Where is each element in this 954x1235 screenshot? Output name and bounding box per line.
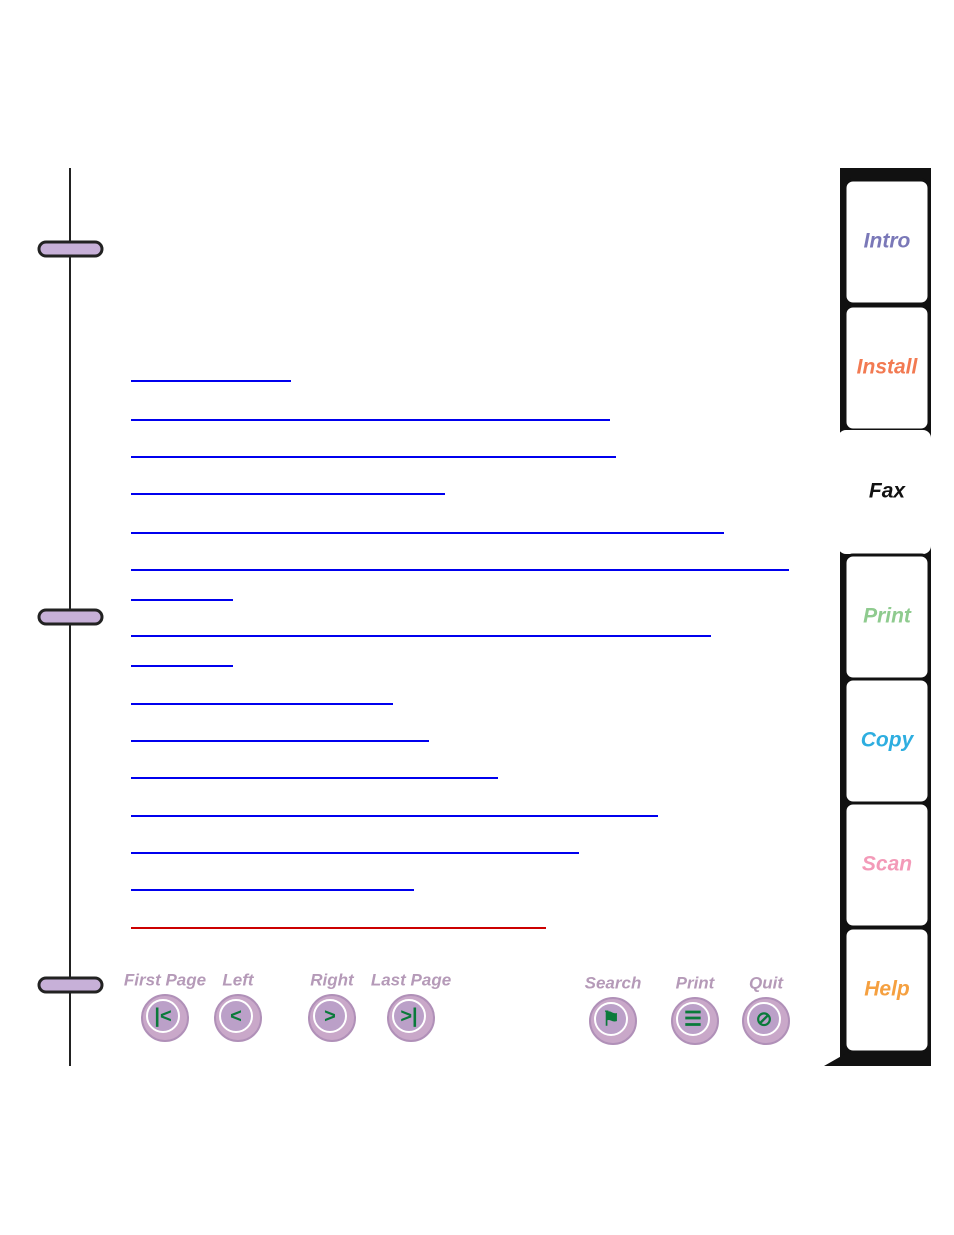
button-face [594, 1002, 628, 1036]
button-icon: ☰ [684, 1008, 702, 1030]
button-label: Print [676, 973, 716, 992]
button-icon: ⊘ [756, 1008, 773, 1030]
tab-label[interactable]: Print [863, 605, 912, 628]
nav-button[interactable]: Search ⚑ [585, 973, 642, 1045]
button-icon: ⚑ [602, 1008, 620, 1030]
tab[interactable]: Fax [838, 430, 931, 554]
nav-button[interactable]: Right > [308, 970, 356, 1042]
button-icon: >| [400, 1005, 417, 1027]
tab-label[interactable]: Intro [864, 230, 911, 253]
button-label: Search [585, 973, 642, 992]
button-label: Quit [749, 973, 784, 992]
binder-rings [37, 240, 104, 994]
tab[interactable]: Intro [843, 178, 931, 306]
tab-label[interactable]: Scan [862, 853, 912, 876]
tab-label[interactable]: Help [864, 978, 910, 1001]
tab[interactable]: Scan [843, 801, 931, 929]
button-icon: > [324, 1005, 336, 1027]
button-face [392, 999, 426, 1033]
tab[interactable]: Help [843, 926, 931, 1054]
button-label: First Page [124, 970, 206, 989]
tab[interactable]: Install [843, 304, 931, 432]
button-icon: < [230, 1005, 242, 1027]
nav-button[interactable]: First Page |< [124, 970, 206, 1042]
tab-label[interactable]: Copy [861, 729, 915, 752]
button-face [146, 999, 180, 1033]
button-icon: |< [154, 1005, 171, 1027]
tab-label[interactable]: Install [857, 356, 919, 379]
tab-label[interactable]: Fax [869, 480, 907, 503]
link-list [131, 380, 789, 929]
button-label: Right [310, 970, 355, 989]
button-label: Last Page [371, 970, 451, 989]
button-face [676, 1002, 710, 1036]
tab[interactable]: Print [843, 553, 931, 681]
nav-button[interactable]: Last Page >| [371, 970, 451, 1042]
nav-button[interactable]: Quit ⊘ [742, 973, 790, 1045]
nav-button[interactable]: Print ☰ [671, 973, 719, 1045]
button-face [747, 1002, 781, 1036]
button-face [313, 999, 347, 1033]
navigation-bar: First Page |< Left < Right > Last Page >| Search… [124, 970, 790, 1045]
tab-shape [843, 178, 931, 306]
tab-shape [843, 926, 931, 1054]
tab[interactable]: Copy [843, 677, 931, 805]
button-face [219, 999, 253, 1033]
tabs: Intro Install Fax Print Copy Scan Help [838, 178, 931, 1054]
tab-shape [838, 430, 931, 554]
button-label: Left [222, 970, 255, 989]
nav-button[interactable]: Left < [214, 970, 262, 1042]
